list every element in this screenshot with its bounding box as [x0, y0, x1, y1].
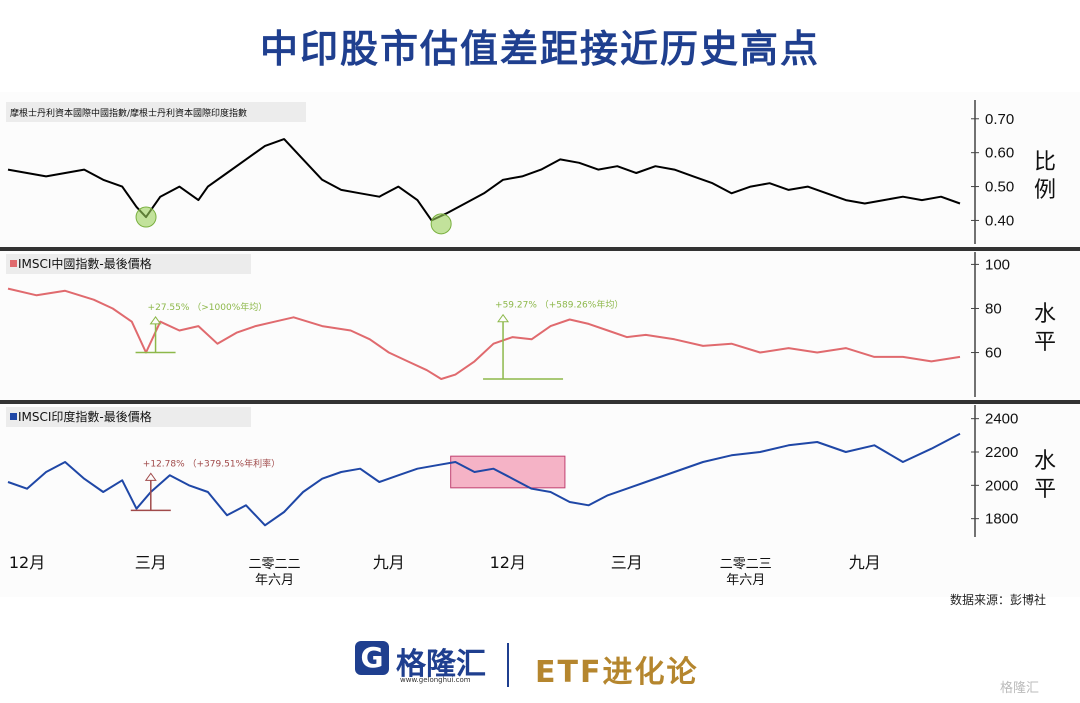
- panel-separator-1: [0, 247, 1080, 251]
- legend-box-1: [6, 102, 306, 122]
- annotation-label: +27.55% （>1000%年均）: [148, 301, 268, 313]
- y-tick-label: 100: [985, 256, 1010, 273]
- legend-swatch-3: [10, 413, 17, 420]
- y-axis-label-char: 比: [1034, 150, 1056, 175]
- y-tick-label: 1800: [985, 511, 1018, 528]
- annotation-arrow: [144, 472, 157, 481]
- series-line-3: [7, 432, 961, 527]
- logo-url: www.gelonghui.com: [400, 676, 471, 684]
- watermark: 格隆汇: [1000, 681, 1040, 696]
- series-line-2: [7, 287, 961, 380]
- low-point-marker-2: [430, 213, 452, 235]
- y-axis-label-char: 水: [1034, 302, 1056, 327]
- gelonghui-logo-icon: G: [355, 641, 389, 675]
- legend-label-3: IMSCI印度指數-最後價格: [18, 409, 152, 424]
- x-tick-label-line2: 年六月: [255, 573, 294, 588]
- chart-area: 摩根士丹利資本國際中國指數/摩根士丹利資本國際印度指數 0.40 0.50 0.60 0…: [0, 92, 1080, 597]
- page-title: 中印股市估值差距接近历史高点: [259, 27, 820, 71]
- low-point-marker-1: [135, 206, 157, 228]
- footer: G 格隆汇 www.gelonghui.com ETF进化论 格隆汇: [0, 625, 1080, 703]
- footer-divider: [507, 643, 509, 687]
- data-source: 数据来源：彭博社: [950, 593, 1047, 607]
- legend-label-2: IMSCI中國指數-最後價格: [18, 256, 152, 271]
- logo-text: 格隆汇: [396, 647, 486, 682]
- x-tick-label: 九月: [373, 553, 405, 572]
- x-tick-label: 二零二二: [249, 557, 301, 572]
- chart-background: [0, 92, 1080, 597]
- highlight-region: [450, 455, 566, 489]
- panel-separator-2: [0, 400, 1080, 404]
- y-tick-label: 2200: [985, 444, 1018, 461]
- x-tick-label-line2: 年六月: [726, 573, 765, 588]
- x-tick-label: 三月: [135, 553, 167, 572]
- y-axis-label-char: 例: [1034, 178, 1056, 203]
- annotation-label: +12.78% （+379.51%年利率）: [143, 457, 280, 469]
- legend-label-1: 摩根士丹利資本國際中國指數/摩根士丹利資本國際印度指數: [10, 107, 247, 119]
- annotation-arrow: [149, 316, 162, 325]
- y-axis-label-char: 平: [1034, 330, 1056, 355]
- y-tick-label: 80: [985, 300, 1002, 317]
- legend-swatch-2: [10, 260, 17, 267]
- y-tick-label: 0.40: [985, 212, 1014, 229]
- annotation-label: +59.27% （+589.26%年均）: [495, 299, 623, 311]
- y-tick-label: 0.60: [985, 145, 1014, 162]
- x-tick-label: 三月: [611, 553, 643, 572]
- y-axis-label-char: 平: [1034, 477, 1056, 502]
- x-tick-label: 二零二三: [720, 557, 772, 572]
- series-line-1: [7, 138, 961, 222]
- y-tick-label: 0.70: [985, 111, 1014, 128]
- x-tick-label: 12月: [490, 553, 526, 572]
- y-tick-label: 2400: [985, 411, 1018, 428]
- legend-box-2: [6, 254, 251, 274]
- x-tick-label: 12月: [9, 553, 45, 572]
- annotation-arrow: [497, 313, 510, 323]
- y-axis-label-char: 水: [1034, 449, 1056, 474]
- y-tick-label: 2000: [985, 477, 1018, 494]
- y-tick-label: 0.50: [985, 179, 1014, 196]
- x-tick-label: 九月: [849, 553, 881, 572]
- legend-box-3: [6, 407, 251, 427]
- etf-brand: ETF进化论: [535, 655, 699, 690]
- y-tick-label: 60: [985, 345, 1002, 362]
